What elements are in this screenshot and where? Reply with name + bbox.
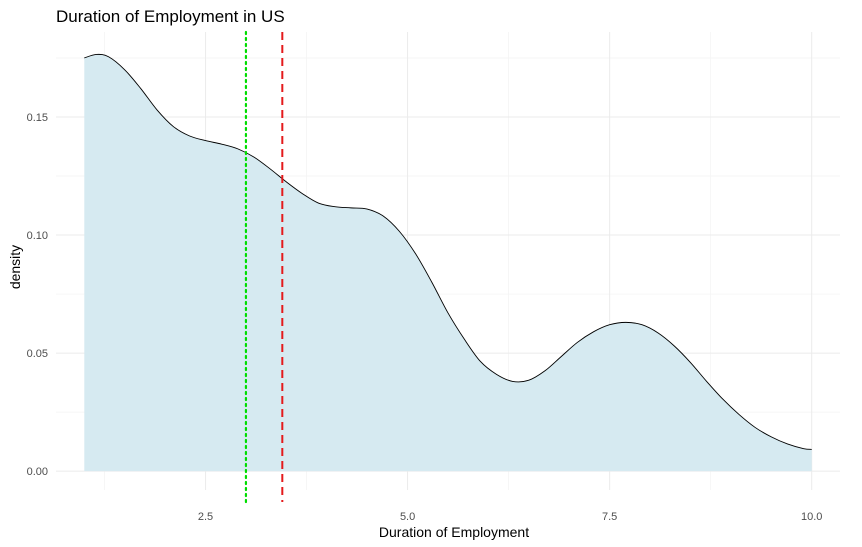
x-tick-label: 5.0 [400,511,415,523]
y-tick-label: 0.10 [27,230,48,242]
y-tick-label: 0.05 [27,348,48,360]
x-tick-label: 10.0 [801,511,822,523]
x-tick-label: 2.5 [198,511,213,523]
chart-title: Duration of Employment in US [56,7,285,26]
x-axis-title: Duration of Employment [379,524,529,540]
y-axis-title: density [7,245,23,289]
x-tick-label: 7.5 [602,511,617,523]
density-curve [84,53,812,450]
y-tick-label: 0.00 [27,466,48,478]
density-area [84,53,812,472]
density-fill [84,54,812,472]
y-tick-label: 0.15 [27,112,48,124]
y-axis-ticks: 0.00 0.05 0.10 0.15 [27,112,48,478]
reference-lines [244,30,284,504]
x-axis-ticks: 2.5 5.0 7.5 10.0 [198,511,823,523]
